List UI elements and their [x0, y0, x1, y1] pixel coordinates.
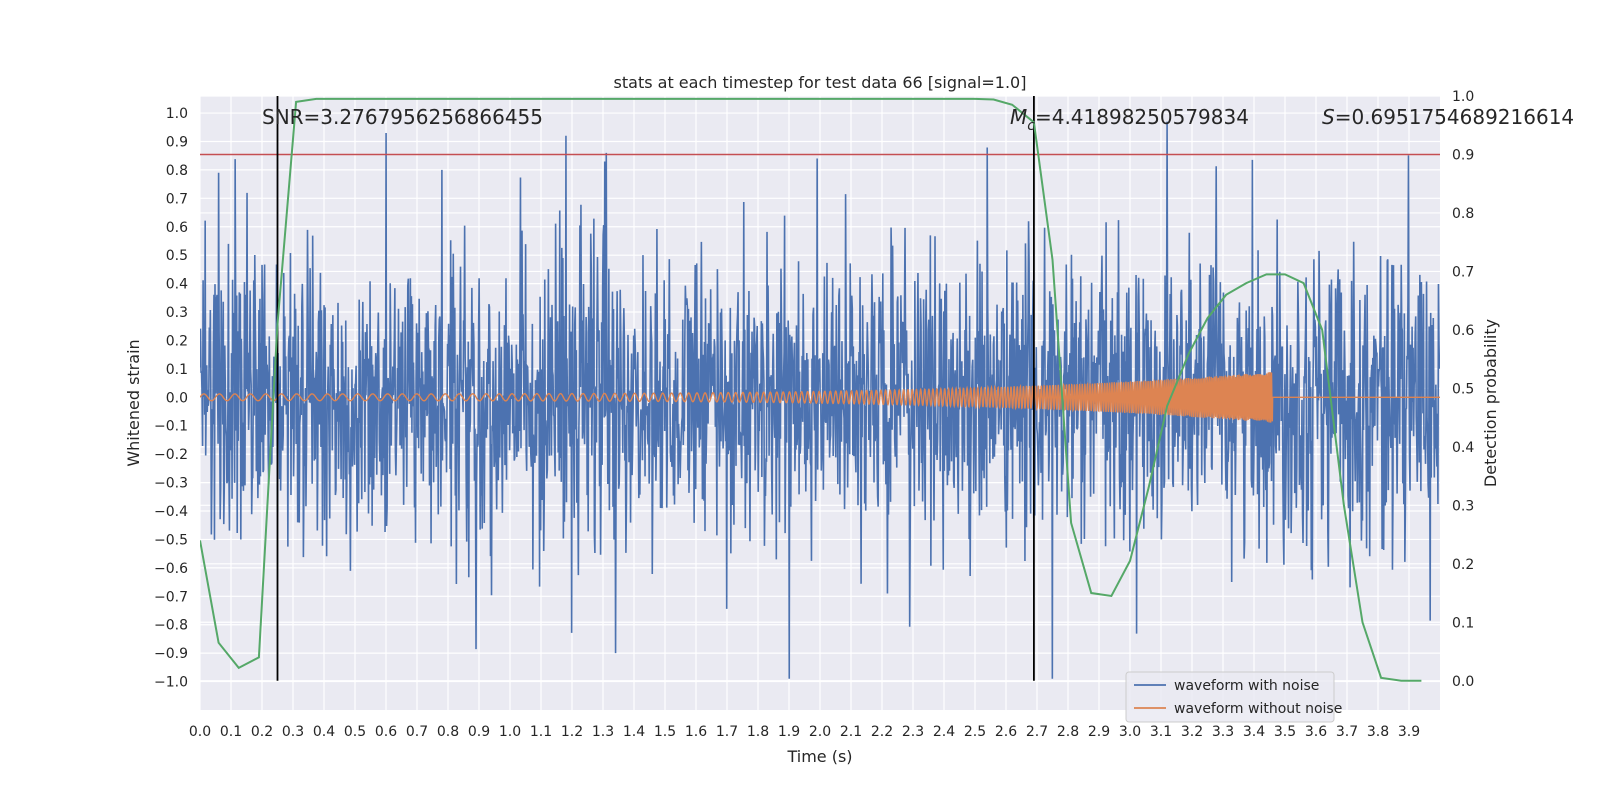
x-tick-label: 1.1 — [530, 724, 552, 740]
y-left-tick-label: 0.0 — [166, 390, 188, 406]
y-left-tick-label: 0.4 — [166, 277, 188, 293]
x-tick-label: 2.9 — [1088, 724, 1110, 740]
y-left-tick-label: −0.2 — [154, 447, 188, 463]
x-tick-label: 1.8 — [747, 724, 769, 740]
y-right-tick-label: 0.8 — [1452, 206, 1474, 222]
chirp-mass-symbol: M — [1010, 105, 1027, 129]
x-tick-label: 1.5 — [654, 724, 676, 740]
y-left-tick-label: −0.7 — [154, 589, 188, 605]
series-waveform-without-noise — [200, 371, 1440, 423]
y-left-tick-label: 0.3 — [166, 305, 188, 321]
y-axis-left-label: Whitened strain — [124, 339, 143, 466]
x-tick-label: 0.6 — [375, 724, 397, 740]
y-right-tick-label: 0.5 — [1452, 381, 1474, 397]
x-tick-label: 1.7 — [716, 724, 738, 740]
y-right-tick-label: 0.6 — [1452, 323, 1474, 339]
line-waveform-without-noise — [200, 371, 1440, 423]
y-left-tick-label: −1.0 — [154, 675, 188, 691]
x-tick-label: 2.6 — [995, 724, 1017, 740]
y-left-tick-label: −0.6 — [154, 561, 188, 577]
chart-title: stats at each timestep for test data 66 … — [614, 73, 1027, 92]
x-tick-label: 0.8 — [437, 724, 459, 740]
legend: waveform with noise waveform without noi… — [1125, 671, 1342, 723]
vertical-markers — [276, 96, 1035, 681]
s-symbol: S — [1322, 105, 1335, 129]
x-tick-label: 2.0 — [809, 724, 831, 740]
y-left-tick-label: −0.4 — [154, 504, 188, 520]
legend-frame — [1125, 671, 1335, 723]
x-axis-label: Time (s) — [786, 747, 852, 766]
legend-label-waveform-without-noise: waveform without noise — [1174, 701, 1342, 717]
x-tick-label: 3.6 — [1305, 724, 1327, 740]
s-value: =0.6951754689216614 — [1335, 105, 1574, 129]
y-right-tick-label: 0.7 — [1452, 264, 1474, 280]
x-tick-label: 0.7 — [406, 724, 428, 740]
y-right-tick-label: 0.9 — [1452, 147, 1474, 163]
y-right-tick-label: 0.4 — [1452, 440, 1474, 456]
x-tick-label: 2.8 — [1057, 724, 1079, 740]
x-tick-label: 1.0 — [499, 724, 521, 740]
y-left-tick-label: −0.8 — [154, 618, 188, 634]
x-tick-label: 0.1 — [220, 724, 242, 740]
y-left-tick-label: −0.3 — [154, 476, 188, 492]
x-tick-label: 1.2 — [561, 724, 583, 740]
y-left-tick-label: 1.0 — [166, 106, 188, 122]
x-tick-label: 2.5 — [964, 724, 986, 740]
x-tick-label: 2.4 — [933, 724, 955, 740]
y-right-tick-label: 1.0 — [1452, 89, 1474, 105]
x-tick-label: 3.1 — [1150, 724, 1172, 740]
x-tick-label: 3.7 — [1336, 724, 1358, 740]
x-tick-label: 3.9 — [1398, 724, 1420, 740]
y-left-tick-label: 0.7 — [166, 191, 188, 207]
s-annotation: S=0.6951754689216614 — [1322, 105, 1574, 129]
x-tick-label: 2.1 — [840, 724, 862, 740]
y-axis-right-label: Detection probability — [1481, 319, 1500, 487]
x-tick-label: 0.5 — [344, 724, 366, 740]
x-tick-label: 2.3 — [902, 724, 924, 740]
x-tick-label: 3.3 — [1212, 724, 1234, 740]
y-left-tick-label: −0.1 — [154, 419, 188, 435]
x-tick-label: 2.2 — [871, 724, 893, 740]
series-detection-probability — [200, 97, 1422, 682]
y-left-tick-label: 0.6 — [166, 220, 188, 236]
x-tick-label: 1.9 — [778, 724, 800, 740]
x-tick-label: 1.6 — [685, 724, 707, 740]
y-left-tick-label: 0.5 — [166, 248, 188, 264]
y-axis-left-ticks: 1.0 0.9 0.8 0.7 0.6 0.5 0.4 0.3 0.2 0.1 0.0 −0.1 −0.… — [154, 106, 188, 691]
y-right-tick-label: 0.3 — [1452, 498, 1474, 514]
x-axis-ticks: 0.0 0.1 0.2 0.3 0.4 0.5 0.6 0.7 0.8 0.9 1.0 1.1 1.2 1… — [189, 724, 1420, 740]
chirp-mass-value: =4.41898250579834 — [1035, 105, 1249, 129]
y-left-tick-label: 0.9 — [166, 134, 188, 150]
x-tick-label: 0.9 — [468, 724, 490, 740]
y-left-tick-label: −0.9 — [154, 646, 188, 662]
x-tick-label: 3.5 — [1274, 724, 1296, 740]
y-right-tick-label: 0.1 — [1452, 615, 1474, 631]
x-tick-label: 0.4 — [313, 724, 335, 740]
snr-annotation: SNR=3.2767956256866455 — [262, 105, 543, 129]
x-tick-label: 3.0 — [1119, 724, 1141, 740]
chirp-mass-subscript: c — [1027, 118, 1035, 134]
x-tick-label: 3.8 — [1367, 724, 1389, 740]
x-tick-label: 0.3 — [282, 724, 304, 740]
x-tick-label: 2.7 — [1026, 724, 1048, 740]
chirp-mass-annotation: Mc=4.41898250579834 — [1010, 105, 1249, 134]
y-left-tick-label: 0.2 — [166, 333, 188, 349]
y-axis-right-ticks: 1.0 0.9 0.8 0.7 0.6 0.5 0.4 0.3 0.2 0.1 0.0 — [1452, 89, 1474, 690]
y-left-tick-label: 0.8 — [166, 163, 188, 179]
x-tick-label: 3.4 — [1243, 724, 1265, 740]
x-tick-label: 1.4 — [623, 724, 645, 740]
y-left-tick-label: −0.5 — [154, 532, 188, 548]
x-tick-label: 1.3 — [592, 724, 614, 740]
line-detection-probability — [200, 97, 1422, 682]
x-tick-label: 3.2 — [1181, 724, 1203, 740]
y-right-tick-label: 0.2 — [1452, 557, 1474, 573]
x-tick-label: 0.2 — [251, 724, 273, 740]
x-tick-label: 0.0 — [189, 724, 211, 740]
y-left-tick-label: 0.1 — [166, 362, 188, 378]
y-right-tick-label: 0.0 — [1452, 674, 1474, 690]
legend-label-waveform-with-noise: waveform with noise — [1174, 678, 1319, 694]
